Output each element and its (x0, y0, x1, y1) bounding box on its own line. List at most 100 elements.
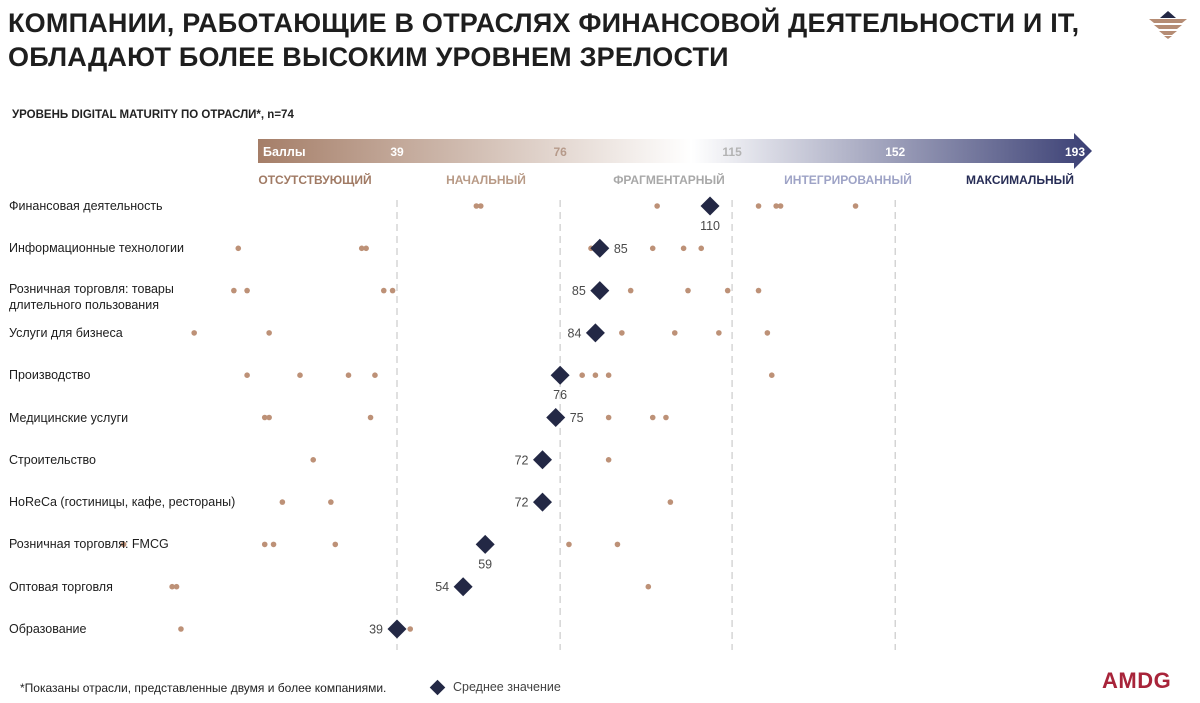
category-label: Медицинские услуги (9, 410, 129, 425)
company-point (266, 330, 272, 336)
company-point (261, 414, 268, 421)
mean-value-label: 72 (515, 453, 529, 467)
level-labels: ОТСУТСТВУЮЩИЙ НАЧАЛЬНЫЙ ФРАГМЕНТАРНЫЙ ИНТЕГ… (258, 172, 1074, 187)
legend-label: Среднее значение (453, 680, 561, 694)
company-point (173, 583, 180, 590)
mean-value-label: 85 (572, 284, 586, 298)
company-point (852, 203, 859, 209)
company-point (627, 287, 634, 294)
company-point (244, 287, 250, 294)
mean-diamond-icon (429, 679, 446, 695)
company-point (363, 245, 369, 252)
chart-subtitle: УРОВЕНЬ DIGITAL MATURITY ПО ОТРАСЛИ*, n=… (12, 109, 294, 121)
mean-value-label: 84 (568, 326, 582, 340)
mean-value-label: 39 (369, 623, 383, 637)
company-point (328, 499, 334, 505)
mean-value-label: 76 (553, 388, 567, 402)
category-label: Информационные технологии (9, 241, 184, 256)
company-point (310, 457, 317, 463)
category-label: Производство (9, 368, 91, 383)
company-point (231, 287, 237, 294)
scale-arrow (258, 133, 1092, 169)
company-point (261, 541, 268, 548)
company-point (671, 330, 678, 336)
score-scale-bar: Баллы 39 76 115 152 193 (258, 133, 1092, 169)
company-point (755, 287, 762, 294)
company-point (473, 203, 480, 209)
company-point (592, 372, 599, 379)
mean-value-label: 72 (515, 496, 529, 510)
mean-marker (550, 365, 570, 385)
company-point (407, 626, 414, 632)
mean-marker (700, 196, 720, 216)
company-point (332, 541, 339, 548)
title-line-2: ОБЛАДАЮТ БОЛЕЕ ВЫСОКИМ УРОВНЕМ ЗРЕЛОСТИ (8, 42, 729, 72)
scale-axis-label: Баллы (263, 145, 306, 159)
company-points (120, 203, 859, 632)
company-point (605, 372, 612, 379)
company-point (667, 499, 674, 505)
company-point (619, 330, 625, 336)
level-label: ФРАГМЕНТАРНЫЙ (613, 172, 725, 187)
mean-value-label: 54 (435, 580, 449, 594)
level-label: НАЧАЛЬНЫЙ (446, 172, 526, 187)
company-point (654, 203, 660, 209)
company-point (645, 583, 652, 590)
mean-value-label: 75 (570, 411, 584, 425)
company-point (698, 245, 705, 252)
mean-marker (533, 492, 552, 512)
company-point (389, 287, 396, 294)
company-point (266, 414, 272, 421)
company-point (649, 414, 656, 421)
mean-value-label: 110 (700, 219, 720, 233)
company-point (724, 287, 731, 294)
category-label: HoReCa (гостиницы, кафе, рестораны) (9, 495, 236, 510)
company-point (345, 372, 352, 379)
company-point (663, 414, 669, 421)
category-label: Образование (9, 622, 87, 636)
footnote: *Показаны отрасли, представленные двумя … (20, 681, 387, 695)
page-title: КОМПАНИИ, РАБОТАЮЩИЕ В ОТРАСЛЯХ ФИНАНСОВ… (8, 6, 1088, 74)
company-point (649, 245, 656, 252)
level-label: МАКСИМАЛЬНЫЙ (966, 172, 1074, 187)
company-point (477, 203, 484, 209)
category-label: Финансовая деятельность (9, 199, 163, 213)
company-point (297, 372, 303, 379)
company-point (773, 203, 779, 209)
threshold-gridlines (396, 200, 896, 650)
company-point (372, 372, 378, 379)
scale-tick-label: 39 (390, 145, 404, 159)
brand-logo: AMDG (1102, 668, 1172, 693)
mean-marker (585, 323, 605, 343)
company-point (614, 541, 621, 548)
mean-value-label: 85 (614, 242, 628, 256)
category-label: Оптовая торговля (9, 579, 113, 594)
company-point (716, 330, 722, 336)
mean-marker (387, 619, 407, 639)
company-point (270, 541, 277, 548)
company-point (768, 372, 775, 379)
company-point (244, 372, 250, 379)
mean-marker (533, 450, 552, 470)
company-point (235, 245, 242, 252)
mean-marker (590, 281, 610, 301)
scale-tick-label: 76 (553, 145, 567, 159)
company-point (605, 457, 612, 463)
scale-tick-label: 152 (885, 145, 905, 159)
mean-marker (475, 534, 495, 554)
company-point (279, 499, 286, 505)
company-point (178, 626, 184, 632)
title-line-1: КОМПАНИИ, РАБОТАЮЩИЕ В ОТРАСЛЯХ ФИНАНСОВ… (8, 8, 1080, 38)
level-label: ИНТЕГРИРОВАННЫЙ (784, 172, 912, 187)
company-point (191, 330, 197, 336)
category-label: Розничная торговля: FMCG (9, 537, 169, 552)
company-point (685, 287, 691, 294)
company-point (605, 414, 612, 421)
company-point (169, 583, 175, 590)
company-point (566, 541, 572, 548)
company-point (680, 245, 687, 252)
scale-tick-label: 115 (722, 145, 742, 159)
company-point (367, 414, 374, 421)
company-point (777, 203, 784, 209)
